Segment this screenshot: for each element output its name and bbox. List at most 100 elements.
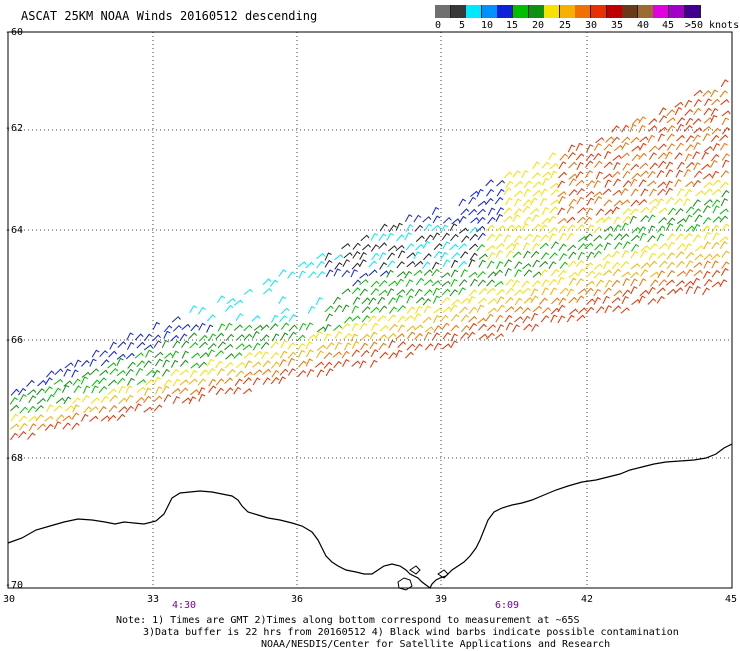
- wind-barb: [83, 406, 92, 414]
- wind-barb: [505, 242, 515, 250]
- wind-barb: [541, 177, 550, 186]
- wind-barb: [495, 250, 504, 258]
- wind-barb: [72, 404, 80, 413]
- wind-barb: [190, 324, 200, 332]
- wind-barb: [620, 199, 631, 206]
- wind-barb: [658, 115, 667, 123]
- wind-barb: [359, 279, 369, 286]
- wind-barb: [80, 376, 89, 385]
- wind-barb: [287, 357, 295, 367]
- wind-barb: [189, 341, 199, 349]
- wind-barb: [458, 243, 468, 250]
- wind-barb: [314, 361, 324, 368]
- wind-barb: [586, 298, 595, 306]
- wind-barb: [243, 324, 253, 332]
- wind-barb: [494, 269, 503, 277]
- wind-barb: [657, 143, 667, 151]
- wind-barb: [692, 199, 701, 207]
- wind-barb: [711, 241, 720, 250]
- wind-barb: [658, 260, 668, 268]
- wind-barb: [10, 432, 19, 441]
- wind-barb: [406, 295, 414, 304]
- wind-barb: [99, 350, 108, 358]
- wind-barb: [262, 278, 272, 286]
- wind-barb: [81, 371, 91, 378]
- wind-barb: [171, 350, 180, 359]
- wind-barb: [10, 413, 19, 422]
- wind-barb: [262, 377, 271, 385]
- wind-barb: [424, 331, 432, 340]
- wind-barb: [298, 360, 307, 368]
- wind-barb: [701, 163, 711, 171]
- wind-barb: [18, 430, 27, 439]
- wind-barb: [566, 288, 575, 297]
- wind-barb: [647, 134, 656, 143]
- wind-barb: [206, 358, 215, 367]
- wind-barb: [215, 332, 225, 340]
- wind-barb: [359, 360, 367, 369]
- wind-barb: [287, 271, 296, 279]
- wind-barb: [153, 376, 162, 385]
- wind-barb: [433, 342, 442, 351]
- wind-barb: [62, 415, 72, 422]
- wind-barb: [118, 385, 126, 394]
- wind-barb: [541, 217, 551, 225]
- wind-barb: [630, 178, 638, 187]
- wind-barb: [305, 261, 315, 269]
- wind-barb: [235, 361, 245, 368]
- wind-barb: [413, 313, 422, 322]
- wind-barb: [513, 198, 522, 207]
- wind-barb: [693, 285, 701, 295]
- wind-barb: [666, 261, 676, 270]
- wind-barb: [505, 180, 514, 189]
- wind-barb: [702, 173, 713, 180]
- wind-barb: [116, 357, 124, 366]
- wind-barb: [523, 269, 533, 277]
- legend-swatch: [528, 5, 545, 18]
- wind-barb: [53, 421, 62, 430]
- wind-barb: [593, 191, 603, 198]
- wind-barb: [91, 379, 100, 387]
- wind-barb: [685, 225, 695, 233]
- wind-barb: [576, 187, 585, 196]
- wind-barb: [350, 333, 358, 342]
- wind-barb: [487, 271, 497, 279]
- wind-barb: [136, 360, 145, 368]
- wind-barb: [692, 118, 702, 125]
- wind-barb: [505, 197, 513, 206]
- wind-barb: [614, 241, 623, 250]
- wind-barb: [523, 216, 532, 224]
- wind-barb: [143, 395, 152, 404]
- wind-barb: [441, 232, 450, 241]
- wind-barb: [703, 241, 711, 250]
- wind-barb: [370, 287, 379, 296]
- wind-barb: [396, 261, 405, 269]
- wind-barb: [432, 332, 440, 341]
- wind-barb: [550, 188, 560, 196]
- wind-barb: [539, 242, 549, 250]
- wind-barb: [386, 252, 396, 260]
- wind-barb: [693, 98, 702, 107]
- wind-barb: [359, 259, 367, 268]
- wind-barb: [478, 287, 488, 295]
- wind-barb: [667, 233, 676, 241]
- wind-barb: [423, 253, 432, 261]
- wind-barb: [431, 268, 440, 277]
- wind-barb: [361, 306, 371, 313]
- wind-barb: [278, 269, 287, 277]
- wind-barb: [406, 343, 416, 351]
- wind-barb: [143, 406, 153, 413]
- wind-barb: [711, 269, 721, 278]
- wind-barb: [279, 368, 289, 376]
- wind-barb: [613, 233, 623, 241]
- wind-barb: [460, 208, 470, 216]
- wind-barb: [539, 197, 548, 206]
- wind-barb: [665, 161, 674, 170]
- wind-barb: [487, 252, 496, 260]
- wind-barb: [522, 242, 530, 251]
- wind-barb: [523, 188, 531, 197]
- wind-barb: [305, 358, 313, 367]
- wind-barb: [198, 387, 206, 396]
- wind-barb: [557, 207, 566, 216]
- wind-barb: [621, 271, 631, 278]
